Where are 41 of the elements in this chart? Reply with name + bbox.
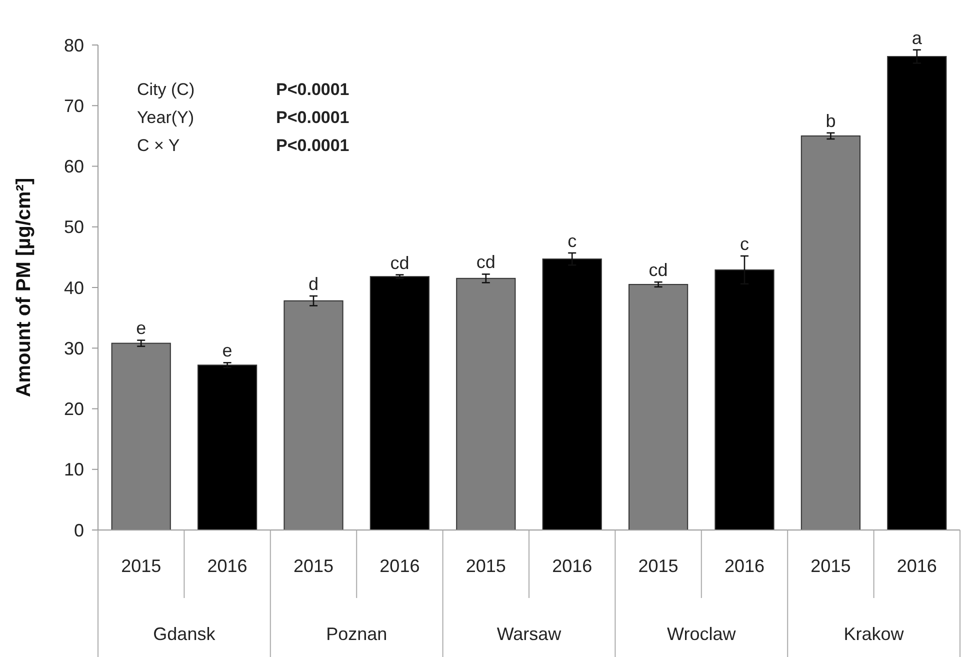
y-tick-label: 0 (74, 520, 84, 540)
data-label: c (740, 234, 749, 254)
x-tick-label: 2016 (380, 556, 420, 576)
data-label: c (568, 230, 577, 251)
y-tick-label: 40 (64, 278, 84, 298)
data-label: e (222, 340, 232, 361)
data-label: a (912, 28, 923, 48)
x-tick-label: 2015 (121, 556, 162, 576)
text: Poznan (326, 624, 388, 644)
data-label: cd (648, 260, 668, 280)
x-tick-label: 2016 (724, 556, 765, 576)
y-tick-label: 20 (64, 399, 84, 420)
y-axis-title: Amount of PM [µg/cm²] (13, 178, 35, 398)
data-label: cd (476, 252, 496, 272)
data-label: d (308, 274, 319, 294)
y-tick-label: 10 (64, 460, 84, 480)
annotation: City (C) (137, 80, 195, 99)
y-tick-label: 30 (64, 338, 84, 358)
data-label: cd (390, 252, 410, 273)
annotation: P<0.0001 (276, 108, 350, 127)
x-tick-label: 2015 (293, 556, 334, 576)
annotation: C × Y (137, 136, 180, 155)
y-tick-label: 60 (64, 156, 84, 177)
text: Warsaw (496, 624, 562, 644)
text: Wroclaw (667, 624, 737, 644)
y-tick-label: 80 (64, 35, 84, 56)
annotation: Year(Y) (137, 108, 194, 127)
x-tick-label: 2015 (466, 556, 506, 576)
text: Krakow (844, 624, 905, 644)
x-tick-label: 2016 (896, 556, 937, 576)
x-tick-label: 2016 (207, 556, 248, 576)
y-tick-label: 70 (64, 96, 84, 116)
data-label: e (136, 318, 146, 338)
x-tick-label: 2016 (552, 556, 592, 576)
annotation: P<0.0001 (276, 80, 350, 99)
y-tick-label: 50 (64, 217, 84, 238)
annotation: P<0.0001 (276, 136, 350, 155)
data-label: b (826, 110, 836, 131)
x-tick-label: 2015 (810, 556, 851, 576)
text: Gdansk (153, 624, 216, 644)
x-tick-label: 2015 (638, 556, 678, 576)
